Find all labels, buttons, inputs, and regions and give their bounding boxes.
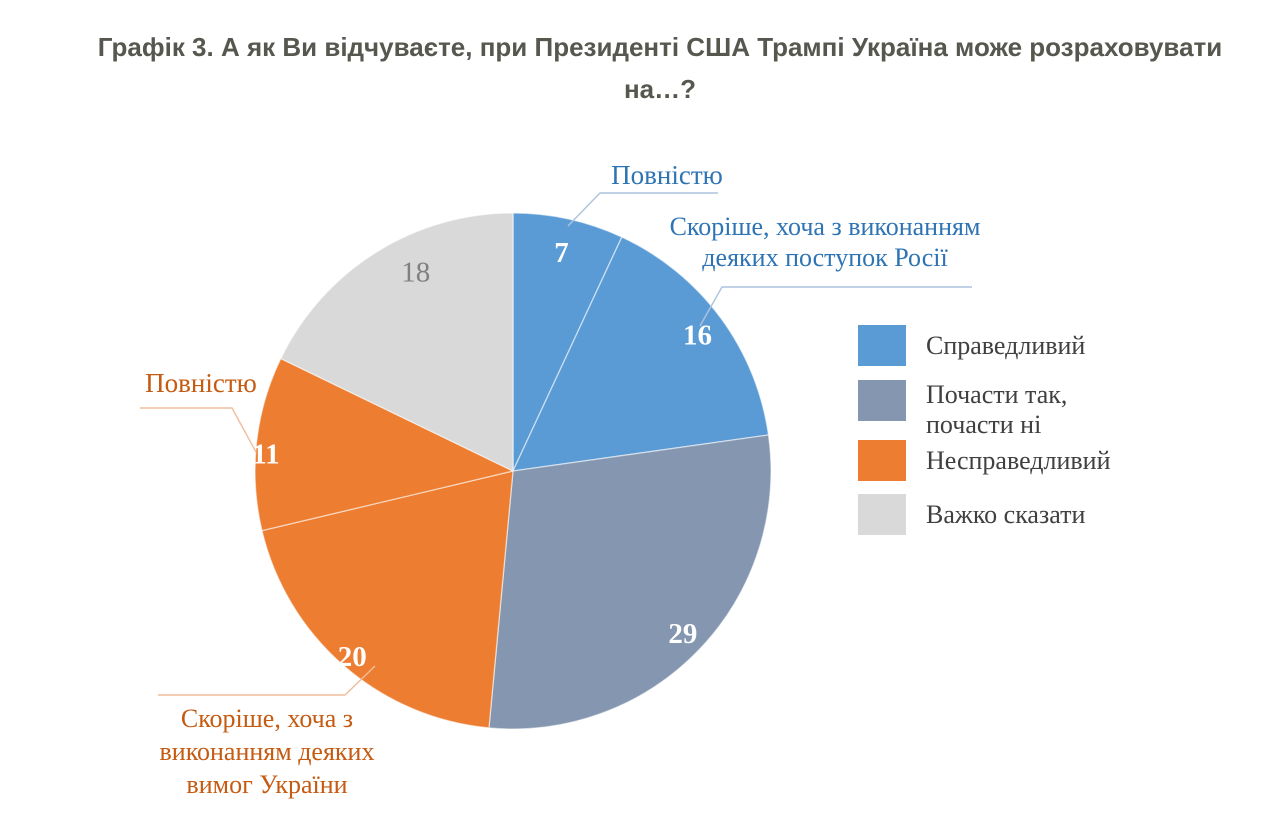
legend-swatch-hard-to-say (858, 494, 906, 535)
slice-value-label: 18 (401, 257, 430, 289)
legend-label-unfair: Несправедливий (926, 445, 1111, 475)
legend-label-hard-to-say: Важко сказати (926, 499, 1086, 529)
slice-value-label: 20 (338, 641, 367, 673)
pie-slice-3 (488, 434, 772, 730)
callout-label-fully-unfair: Повністю (145, 368, 257, 398)
leader-line (567, 192, 718, 227)
legend-item-fair: Справедливий (858, 325, 1085, 366)
slice-value-label: 11 (252, 439, 279, 471)
callout-label-rather-fair: Скоріше, хоча з виконанням деяких поступ… (669, 212, 981, 272)
callout-label-rather-unfair: Скоріше, хоча з виконанням деяких вимог … (159, 704, 375, 799)
legend-swatch-fair (858, 325, 906, 366)
chart-title: Графік 3. А як Ви відчуваєте, при Презид… (60, 26, 1260, 110)
leader-line (140, 407, 257, 453)
slice-value-label: 29 (668, 618, 697, 650)
leader-line (699, 286, 972, 327)
pie-slice-6 (280, 212, 514, 472)
pie-slice-4 (261, 470, 514, 729)
pie-slice-1 (512, 212, 623, 472)
slice-value-label: 16 (683, 319, 712, 351)
leader-line (158, 665, 376, 696)
legend-item-partly: Почасти так, почасти ні (858, 380, 1101, 440)
slice-value-label: 7 (554, 237, 569, 269)
legend-label-partly: Почасти так, почасти ні (926, 380, 1068, 439)
callout-label-fully-fair: Повністю (611, 160, 723, 190)
chart-title-line2: на…? (623, 74, 697, 104)
pie-slice-5 (254, 357, 514, 532)
legend-swatch-unfair (858, 440, 906, 481)
chart-title-line1: Графік 3. А як Ви відчуваєте, при Презид… (97, 32, 1223, 62)
legend-item-unfair: Несправедливий (858, 440, 1111, 481)
legend-item-hard-to-say: Важко сказати (858, 494, 1085, 535)
legend-swatch-partly (858, 380, 906, 421)
pie-slice-2 (512, 236, 770, 472)
legend-label-fair: Справедливий (926, 330, 1086, 360)
